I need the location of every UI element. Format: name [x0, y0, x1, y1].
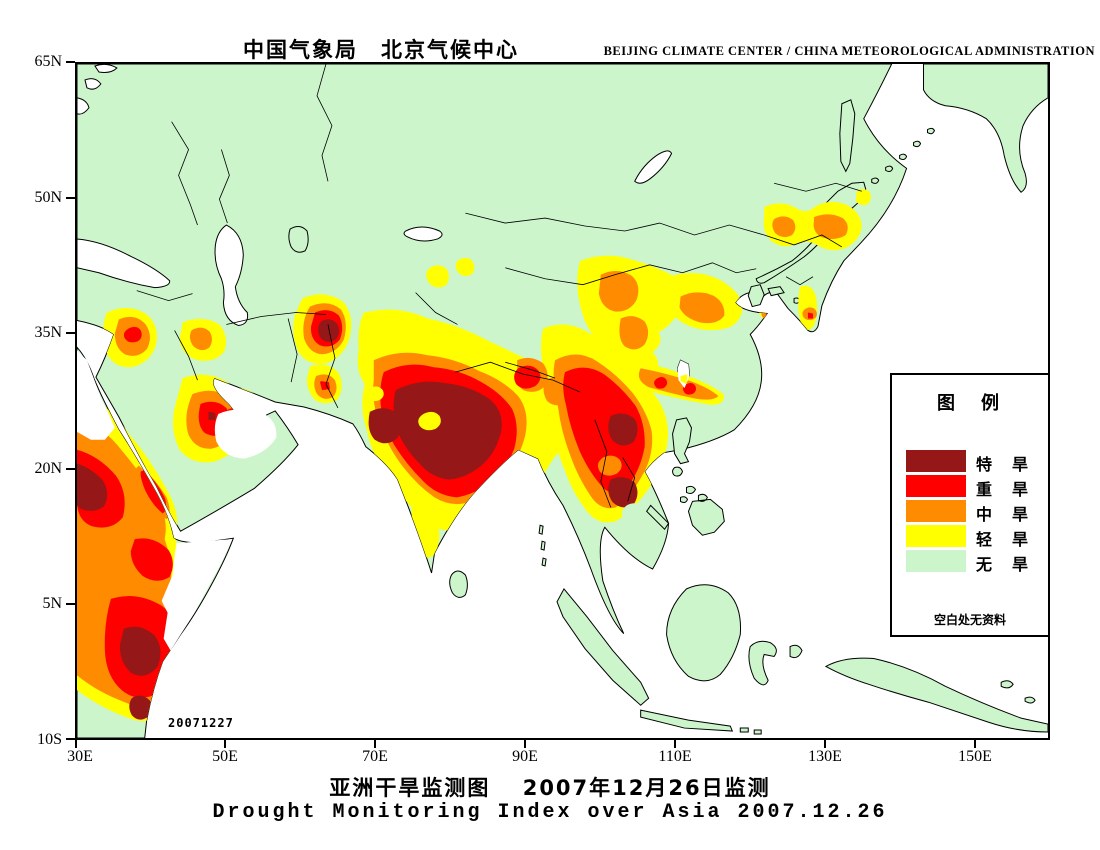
- lon-label: 130E: [808, 748, 842, 765]
- lat-label: 5N: [42, 595, 62, 612]
- lat-label: 65N: [34, 53, 62, 70]
- lon-label: 150E: [958, 748, 992, 765]
- drought-texture-patches: [365, 386, 646, 524]
- lon-tick: [674, 740, 676, 748]
- lon-label: 110E: [658, 748, 692, 765]
- header-title-chinese: 中国气象局 北京气候中心: [243, 38, 519, 62]
- lon-tick: [224, 740, 226, 748]
- legend-row-extreme: 特 旱: [892, 450, 1048, 475]
- legend-row-moderate: 中 旱: [892, 500, 1048, 525]
- lat-tick: [66, 603, 75, 605]
- moderate-drought-swatch: [906, 500, 966, 522]
- lon-label: 30E: [67, 748, 93, 765]
- country-borders: [136, 64, 862, 508]
- legend-blank-note: 空白处无资料: [933, 613, 1006, 627]
- map-canvas: [75, 62, 1050, 740]
- no-data-areas: [77, 350, 690, 651]
- lon-tick: [524, 740, 526, 748]
- legend-row-severe: 重 旱: [892, 475, 1048, 500]
- footer-title-chinese: 亚洲干旱监测图 2007年12月26日监测: [329, 776, 771, 800]
- legend-box: 图 例 特 旱 重 旱 中 旱 轻 旱 无 旱 空白处无资料: [890, 373, 1050, 637]
- lat-label: 20N: [34, 460, 62, 477]
- lat-tick: [66, 738, 75, 740]
- header-title-english: BEIJING CLIMATE CENTER / CHINA METEOROLO…: [603, 44, 1095, 58]
- lat-label: 10S: [37, 731, 62, 748]
- no-drought-label: 无 旱: [976, 555, 1031, 574]
- lon-label: 70E: [362, 748, 388, 765]
- moderate-drought-label: 中 旱: [976, 505, 1031, 524]
- lat-tick: [66, 332, 75, 334]
- legend-title: 图 例: [937, 393, 1003, 414]
- lon-tick: [374, 740, 376, 748]
- severe-drought-swatch: [906, 475, 966, 497]
- lon-label: 50E: [212, 748, 238, 765]
- extreme-drought-swatch: [906, 450, 966, 472]
- lon-tick: [824, 740, 826, 748]
- severe-drought-label: 重 旱: [976, 480, 1031, 499]
- no-drought-swatch: [906, 550, 966, 572]
- legend-row-light: 轻 旱: [892, 525, 1048, 550]
- lat-tick: [66, 197, 75, 199]
- lat-label: 35N: [34, 324, 62, 341]
- extreme-drought-label: 特 旱: [976, 455, 1031, 474]
- legend-row-none: 无 旱: [892, 550, 1048, 575]
- light-drought-label: 轻 旱: [976, 530, 1031, 549]
- drought-extreme-layer: [77, 319, 638, 720]
- lat-tick: [66, 468, 75, 470]
- footer-title-english: Drought Monitoring Index over Asia 2007.…: [212, 801, 888, 824]
- lon-tick: [974, 740, 976, 748]
- map-issue-date-stamp: 20071227: [168, 716, 234, 730]
- lat-tick: [66, 61, 75, 63]
- aral-sea: [288, 226, 309, 253]
- lat-label: 50N: [34, 189, 62, 206]
- inland-waters: [77, 64, 673, 326]
- light-drought-swatch: [906, 525, 966, 547]
- lon-label: 90E: [512, 748, 538, 765]
- lon-tick: [75, 740, 77, 748]
- taiwan-light-patch: [680, 374, 688, 385]
- asia-drought-map: [77, 64, 1048, 738]
